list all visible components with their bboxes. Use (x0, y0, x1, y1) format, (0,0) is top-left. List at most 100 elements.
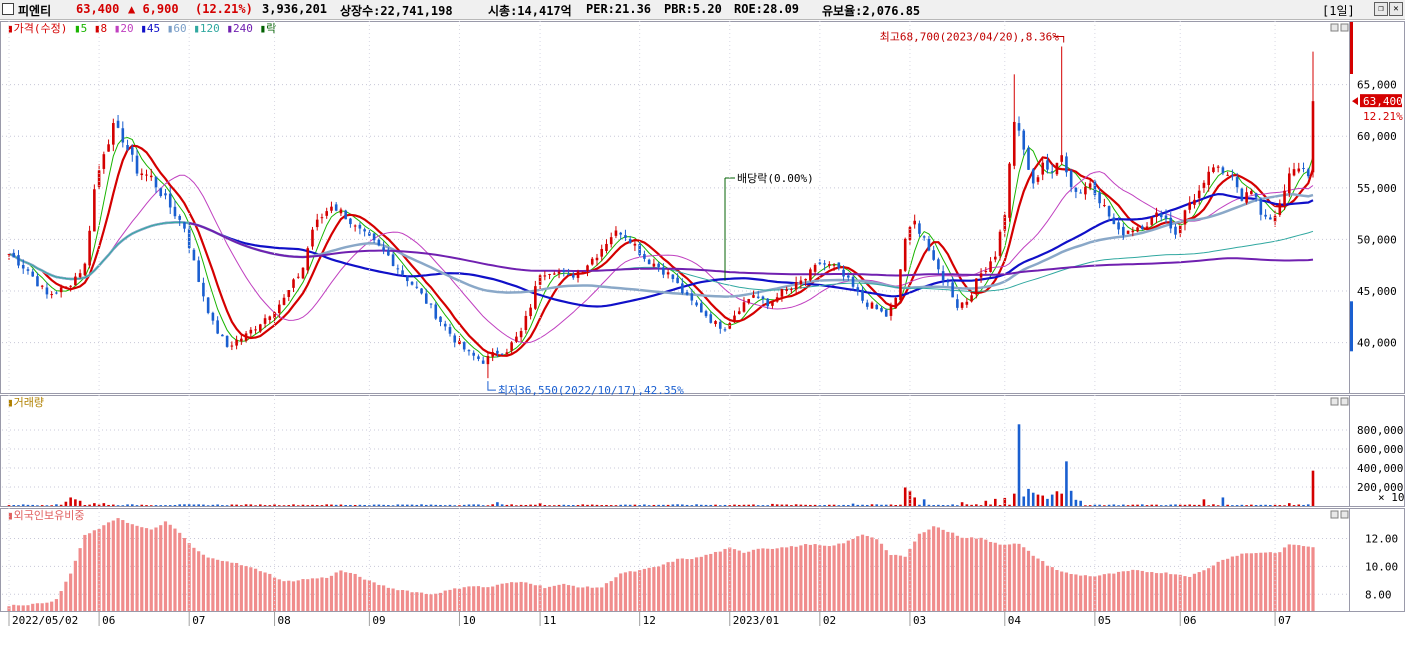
candle-body (1074, 187, 1078, 192)
volume-bar (657, 504, 660, 506)
candle-body (1098, 192, 1101, 204)
volume-bar (102, 503, 106, 506)
close-icon[interactable]: ✕ (1389, 2, 1403, 16)
volume-bar (543, 504, 547, 506)
legend-item[interactable]: ▮5 (74, 22, 94, 35)
candle-body (481, 360, 485, 364)
foreign-tick-label: 10.00 (1365, 560, 1398, 573)
candle-body (894, 297, 898, 309)
candle-body (666, 272, 670, 275)
volume-bar (448, 504, 452, 506)
foreign-bar (315, 578, 319, 611)
foreign-bar (476, 586, 481, 611)
foreign-bar (789, 546, 793, 611)
foreign-bar (481, 587, 485, 611)
foreign-bar (898, 555, 903, 611)
candle-body (69, 285, 72, 287)
candle-body (804, 278, 807, 281)
x-axis: 2022/05/02 06 07 08 09 10 11 12 2023/01 02 03 04 05 0… (8, 21, 1291, 627)
candle-body (140, 173, 144, 176)
candle-body (946, 281, 950, 283)
volume-bar (524, 504, 528, 506)
foreign-tick-label: 8.00 (1365, 588, 1392, 601)
candle-body (112, 123, 115, 145)
foreign-bar (808, 544, 812, 611)
volume-bar (1250, 504, 1253, 506)
period-selector[interactable]: [1일] (1322, 4, 1355, 18)
candle-body (861, 289, 864, 301)
candle-body (1197, 190, 1201, 199)
legend-item[interactable]: ▮120 (193, 22, 226, 35)
foreign-bar (557, 584, 561, 611)
volume-bar (700, 504, 703, 506)
candle-body (794, 282, 798, 290)
volume-bar (1022, 496, 1026, 506)
volume-bar (752, 504, 755, 506)
candle-body (254, 329, 257, 331)
volume-bar (93, 503, 96, 506)
restore-icon[interactable]: ❐ (1374, 2, 1388, 16)
foreign-bar (372, 582, 376, 611)
candle-body (1088, 183, 1092, 188)
candle-body (187, 228, 191, 249)
candle-body (1017, 123, 1021, 131)
volume-bar (941, 505, 945, 506)
candle-body (1079, 192, 1082, 194)
candle-body (1193, 199, 1196, 205)
legend-item[interactable]: ▮20 (114, 22, 141, 35)
candle-body (1008, 163, 1011, 218)
volume-bar (908, 490, 912, 506)
foreign-bar (903, 556, 907, 611)
per-value: PER:21.36 (586, 2, 652, 16)
volume-bar (1235, 505, 1239, 506)
low-annotation: 최저36,550(2022/10/17),42.35% (498, 384, 684, 397)
volume-bar (481, 505, 485, 506)
legend-item[interactable]: ▮240 (226, 22, 259, 35)
volume-bar (496, 502, 499, 506)
candle-body (571, 274, 575, 278)
candle-body (662, 267, 665, 275)
legend-item[interactable]: ▮가격(수정) (7, 22, 74, 35)
volume-bar (363, 505, 366, 506)
candle-body (306, 248, 310, 271)
foreign-bar (453, 588, 457, 611)
legend-item[interactable]: ▮락 (259, 22, 276, 35)
volume-bar (59, 504, 63, 506)
candle-body (590, 258, 594, 265)
volume-bar (410, 504, 414, 506)
select-checkbox[interactable] (2, 3, 14, 15)
foreign-bar (78, 548, 82, 611)
legend-item[interactable]: ▮60 (167, 22, 194, 35)
candle-body (372, 233, 376, 241)
foreign-bar (1216, 561, 1220, 611)
foreign-bar (192, 547, 196, 611)
pbr-value: PBR:5.20 (664, 2, 722, 16)
foreign-bar (1259, 552, 1263, 611)
volume-bar (1088, 505, 1092, 506)
candle-body (880, 308, 883, 312)
volume-bar (112, 504, 115, 506)
volume-bar (477, 504, 480, 506)
foreign-bar (1102, 574, 1106, 611)
volume-bar (372, 504, 376, 506)
foreign-bar (604, 583, 609, 611)
candle-body (387, 249, 390, 256)
volume-bar (652, 504, 656, 506)
candle-body (154, 176, 158, 188)
candle-body (83, 263, 87, 276)
volume-bar (1003, 497, 1007, 506)
foreign-bar (253, 568, 258, 611)
foreign-bar (59, 591, 63, 611)
legend-item[interactable]: ▮8 (94, 22, 114, 35)
legend-item[interactable]: ▮45 (140, 22, 167, 35)
volume-tick-label: 400,000 (1357, 462, 1403, 475)
foreign-bar (457, 588, 462, 611)
volume-bar (851, 503, 855, 506)
candle-body (1311, 101, 1315, 173)
volume-bar (557, 504, 561, 506)
foreign-bar (780, 547, 784, 611)
volume-bar (168, 505, 172, 506)
volume-bar (510, 504, 513, 506)
volume-bar (491, 504, 494, 506)
month-label: 11 (543, 614, 556, 627)
